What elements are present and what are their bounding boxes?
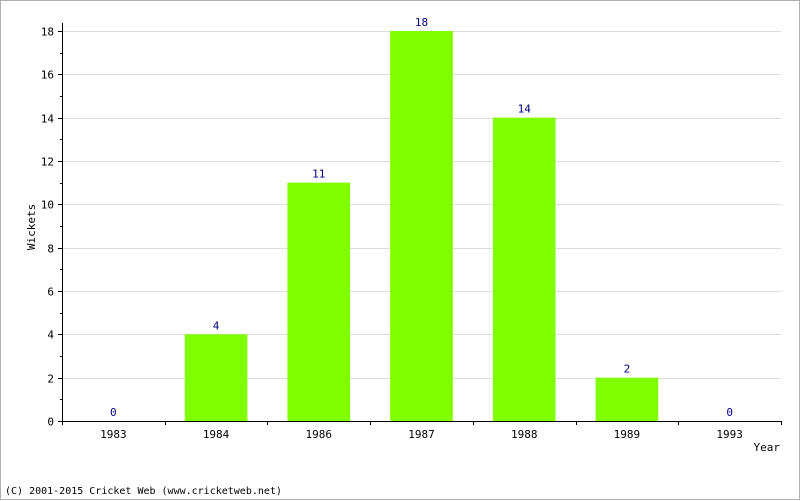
y-tick-label: 2 (47, 373, 54, 386)
bar-1989 (595, 377, 659, 421)
y-tick-label: 12 (41, 156, 54, 169)
data-label-1993: 0 (726, 406, 733, 419)
x-tick-label-1989: 1989 (614, 428, 641, 441)
bar-1987 (390, 31, 453, 421)
bar-1984 (184, 334, 248, 421)
y-tick-label: 0 (47, 416, 54, 429)
copyright-footer: (C) 2001-2015 Cricket Web (www.cricketwe… (5, 486, 282, 497)
data-label-1988: 14 (518, 103, 532, 116)
data-label-1987: 18 (415, 16, 428, 29)
data-label-1984: 4 (213, 319, 220, 332)
y-tick-label: 18 (41, 26, 54, 39)
bar-1986 (287, 182, 351, 421)
y-tick-label: 6 (47, 286, 54, 299)
bars (184, 31, 659, 422)
data-label-1989: 2 (624, 363, 631, 376)
x-tick-label-1983: 1983 (100, 428, 127, 441)
axes (58, 23, 782, 425)
x-tick-label-1984: 1984 (203, 428, 230, 441)
y-tick-label: 4 (47, 329, 54, 342)
data-label-1986: 11 (312, 168, 325, 181)
x-axis-title: Year (754, 441, 781, 454)
y-tick-label: 16 (41, 69, 54, 82)
y-tick-label: 10 (41, 199, 54, 212)
x-tick-label-1987: 1987 (408, 428, 435, 441)
x-tick-label-1993: 1993 (716, 428, 743, 441)
x-tick-label-1986: 1986 (306, 428, 333, 441)
y-tick-label: 14 (41, 113, 55, 126)
bar-1988 (492, 117, 556, 422)
x-tick-label-1988: 1988 (511, 428, 538, 441)
y-tick-label: 8 (47, 243, 54, 256)
labels: 0 2 4 6 8 10 12 14 16 18 0 1983 4 1984 11 1986 18 1987 14 1… (41, 16, 743, 441)
y-axis-title: Wickets (25, 204, 38, 250)
data-label-1983: 0 (110, 406, 117, 419)
